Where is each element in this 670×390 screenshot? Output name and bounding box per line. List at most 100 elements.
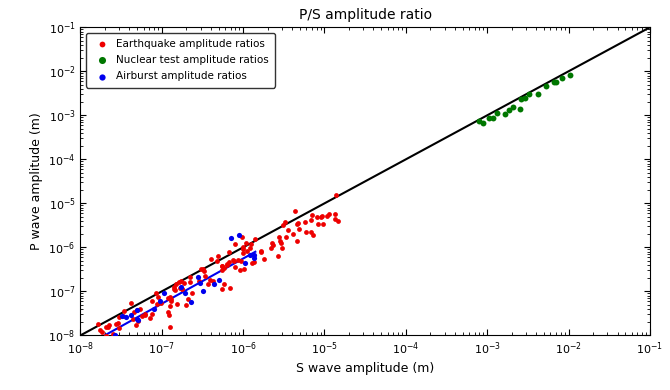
Nuclear test amplitude ratios <box>520 94 531 101</box>
Earthquake amplitude ratios <box>230 241 241 248</box>
Earthquake amplitude ratios <box>288 230 299 237</box>
Earthquake amplitude ratios <box>203 281 214 287</box>
Earthquake amplitude ratios <box>275 240 286 246</box>
Earthquake amplitude ratios <box>300 229 311 235</box>
Earthquake amplitude ratios <box>250 236 261 242</box>
Nuclear test amplitude ratios <box>504 106 515 113</box>
Earthquake amplitude ratios <box>126 300 137 306</box>
Airburst amplitude ratios <box>234 232 245 238</box>
Earthquake amplitude ratios <box>168 284 179 290</box>
Earthquake amplitude ratios <box>184 279 195 285</box>
Earthquake amplitude ratios <box>256 248 267 255</box>
Earthquake amplitude ratios <box>229 263 240 269</box>
Earthquake amplitude ratios <box>199 268 210 274</box>
Earthquake amplitude ratios <box>218 281 229 287</box>
Earthquake amplitude ratios <box>150 289 161 296</box>
Airburst amplitude ratios <box>209 281 220 287</box>
X-axis label: S wave amplitude (m): S wave amplitude (m) <box>296 362 434 376</box>
Nuclear test amplitude ratios <box>565 72 576 78</box>
Earthquake amplitude ratios <box>102 334 113 340</box>
Earthquake amplitude ratios <box>111 321 121 327</box>
Earthquake amplitude ratios <box>241 239 251 246</box>
Earthquake amplitude ratios <box>128 308 139 315</box>
Airburst amplitude ratios <box>149 306 159 312</box>
Nuclear test amplitude ratios <box>474 118 484 124</box>
Nuclear test amplitude ratios <box>478 120 488 126</box>
Earthquake amplitude ratios <box>216 263 227 269</box>
Earthquake amplitude ratios <box>317 220 328 227</box>
Earthquake amplitude ratios <box>117 313 128 319</box>
Earthquake amplitude ratios <box>225 284 236 291</box>
Earthquake amplitude ratios <box>163 295 174 301</box>
Earthquake amplitude ratios <box>306 229 316 235</box>
Earthquake amplitude ratios <box>224 259 234 266</box>
Earthquake amplitude ratios <box>267 240 277 246</box>
Earthquake amplitude ratios <box>313 222 324 228</box>
Nuclear test amplitude ratios <box>532 90 543 97</box>
Earthquake amplitude ratios <box>133 318 143 324</box>
Earthquake amplitude ratios <box>234 267 245 273</box>
Earthquake amplitude ratios <box>205 277 216 283</box>
Nuclear test amplitude ratios <box>541 83 551 89</box>
Airburst amplitude ratios <box>158 290 169 296</box>
Earthquake amplitude ratios <box>266 245 277 251</box>
Earthquake amplitude ratios <box>279 219 290 225</box>
Earthquake amplitude ratios <box>216 262 227 269</box>
Airburst amplitude ratios <box>192 274 203 280</box>
Y-axis label: P wave amplitude (m): P wave amplitude (m) <box>29 112 43 250</box>
Earthquake amplitude ratios <box>293 220 304 227</box>
Earthquake amplitude ratios <box>216 285 227 292</box>
Earthquake amplitude ratios <box>152 301 163 307</box>
Airburst amplitude ratios <box>180 290 190 296</box>
Nuclear test amplitude ratios <box>488 115 498 121</box>
Nuclear test amplitude ratios <box>524 91 535 97</box>
Earthquake amplitude ratios <box>103 324 113 330</box>
Earthquake amplitude ratios <box>95 326 106 333</box>
Airburst amplitude ratios <box>121 314 131 320</box>
Earthquake amplitude ratios <box>237 234 248 240</box>
Nuclear test amplitude ratios <box>549 79 559 85</box>
Earthquake amplitude ratios <box>139 310 150 317</box>
Earthquake amplitude ratios <box>249 259 259 265</box>
Earthquake amplitude ratios <box>185 274 196 280</box>
Earthquake amplitude ratios <box>244 245 255 252</box>
Earthquake amplitude ratios <box>222 262 232 268</box>
Earthquake amplitude ratios <box>247 261 257 267</box>
Earthquake amplitude ratios <box>135 306 145 312</box>
Earthquake amplitude ratios <box>259 256 269 262</box>
Earthquake amplitude ratios <box>218 265 229 271</box>
Earthquake amplitude ratios <box>238 250 249 257</box>
Earthquake amplitude ratios <box>127 316 138 323</box>
Airburst amplitude ratios <box>132 307 143 313</box>
Earthquake amplitude ratios <box>103 323 114 329</box>
Earthquake amplitude ratios <box>170 287 180 293</box>
Nuclear test amplitude ratios <box>557 74 567 81</box>
Earthquake amplitude ratios <box>299 219 310 225</box>
Earthquake amplitude ratios <box>242 248 253 254</box>
Earthquake amplitude ratios <box>140 312 151 318</box>
Earthquake amplitude ratios <box>174 285 185 291</box>
Earthquake amplitude ratios <box>114 324 125 331</box>
Airburst amplitude ratios <box>198 288 208 294</box>
Earthquake amplitude ratios <box>119 308 130 314</box>
Earthquake amplitude ratios <box>222 261 232 268</box>
Earthquake amplitude ratios <box>267 242 278 248</box>
Earthquake amplitude ratios <box>172 301 183 307</box>
Earthquake amplitude ratios <box>316 213 327 219</box>
Earthquake amplitude ratios <box>147 311 157 317</box>
Earthquake amplitude ratios <box>101 333 112 339</box>
Earthquake amplitude ratios <box>282 227 293 233</box>
Airburst amplitude ratios <box>132 317 143 323</box>
Earthquake amplitude ratios <box>180 302 191 308</box>
Earthquake amplitude ratios <box>216 267 227 273</box>
Earthquake amplitude ratios <box>291 238 302 244</box>
Earthquake amplitude ratios <box>246 241 257 247</box>
Earthquake amplitude ratios <box>108 331 119 337</box>
Airburst amplitude ratios <box>240 260 251 266</box>
Nuclear test amplitude ratios <box>500 111 511 117</box>
Earthquake amplitude ratios <box>227 257 238 263</box>
Earthquake amplitude ratios <box>291 221 302 227</box>
Nuclear test amplitude ratios <box>551 78 561 85</box>
Earthquake amplitude ratios <box>113 314 124 320</box>
Earthquake amplitude ratios <box>113 320 123 326</box>
